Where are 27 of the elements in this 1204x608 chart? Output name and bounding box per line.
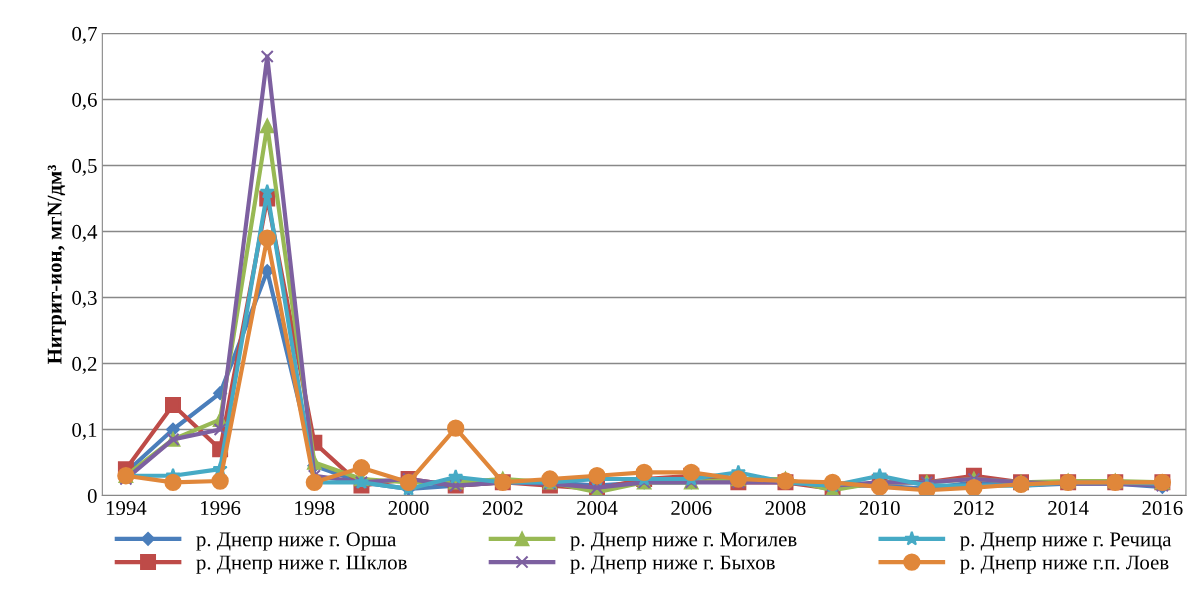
x-tick-label: 2010 <box>859 500 900 516</box>
legend-label: р. Днепр ниже г. Речица <box>960 532 1172 551</box>
y-tick-label: 0,2 <box>72 356 97 374</box>
y-tick-label: 0,4 <box>72 224 98 242</box>
y-tick-label: 0,1 <box>72 422 97 440</box>
y-axis-title: Нитрит-ион, мгN/дм³ <box>47 165 66 365</box>
x-tick-label: 2004 <box>577 500 618 516</box>
x-tick-label: 2002 <box>482 500 523 516</box>
y-tick-label: 0,5 <box>72 158 97 176</box>
x-tick-label: 2008 <box>765 500 806 516</box>
x-tick-label: 1994 <box>106 501 147 516</box>
legend-label: р. Днепр ниже г.п. Лоев <box>960 555 1169 574</box>
y-tick-label: 0,7 <box>72 26 97 44</box>
x-tick-label: 2014 <box>1048 500 1089 516</box>
y-tick-label: 0,3 <box>72 290 97 308</box>
x-tick-label: 2016 <box>1142 500 1183 516</box>
y-tick-label: 0,6 <box>72 92 97 110</box>
legend-label: р. Днепр ниже г. Быхов <box>570 555 775 574</box>
x-tick-label: 2012 <box>954 500 994 516</box>
legend-label: р. Днепр ниже г. Могилев <box>570 532 797 551</box>
x-tick-label: 1998 <box>295 500 335 516</box>
legend-label: р. Днепр ниже г. Шклов <box>196 555 407 574</box>
x-tick-label: 2006 <box>671 500 712 516</box>
x-tick-label: 2000 <box>388 500 429 516</box>
y-tick-label: 0 <box>87 488 97 503</box>
x-tick-label: 1996 <box>201 501 241 516</box>
legend-label: р. Днепр ниже г. Орша <box>196 532 397 551</box>
